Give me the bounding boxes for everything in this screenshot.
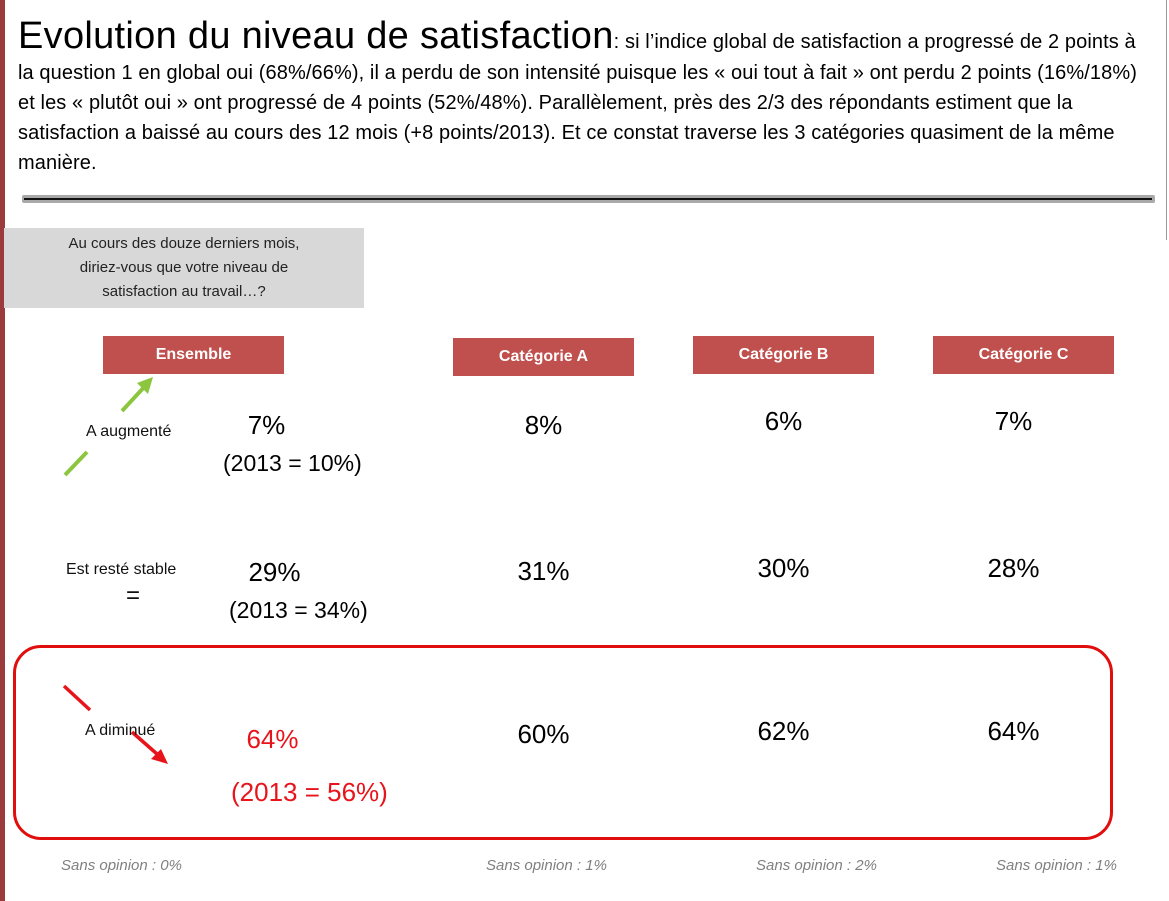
question-line-2: diriez-vous que votre niveau de [79, 259, 289, 276]
column-header-categorie-a: Catégorie A [453, 338, 634, 376]
cat-c-value-diminue: 64% [987, 716, 1040, 746]
cat-a-value-diminue: 60% [517, 719, 570, 749]
cat-a-value-augmente: 8% [524, 410, 563, 440]
ensemble-value-diminue: 64% [246, 724, 299, 754]
arrow-down-right-icon [62, 684, 168, 764]
sans-opinion-categorie-c: Sans opinion : 1% [996, 857, 1117, 874]
question-box: Au cours des douze derniers mois, diriez… [4, 228, 364, 308]
ensemble-2013-diminue: (2013 = 56%) [231, 777, 388, 807]
ensemble-value-stable: 29% [248, 557, 301, 587]
ensemble-2013-augmente: (2013 = 10%) [223, 450, 362, 476]
equals-icon: = [126, 582, 141, 609]
row-label-diminue: A diminué [85, 722, 156, 739]
column-header-categorie-b: Catégorie B [693, 336, 874, 374]
left-accent-strip [0, 0, 5, 901]
row-label-stable: Est resté stable [66, 561, 177, 578]
column-header-ensemble: Ensemble [103, 336, 284, 374]
ensemble-2013-stable: (2013 = 34%) [229, 597, 368, 623]
highlight-box-diminue [13, 645, 1113, 840]
sans-opinion-ensemble: Sans opinion : 0% [61, 857, 182, 874]
question-line-3: satisfaction au travail…? [102, 283, 266, 300]
intro-text: : si l’indice global de satisfaction a p… [18, 31, 1137, 174]
row-label-augmente: A augmenté [86, 423, 172, 440]
cat-b-value-diminue: 62% [757, 716, 810, 746]
cat-b-value-stable: 30% [757, 553, 810, 583]
section-divider [22, 195, 1155, 203]
cat-a-value-stable: 31% [517, 556, 570, 586]
ensemble-value-augmente: 7% [247, 410, 286, 440]
cat-b-value-augmente: 6% [764, 406, 803, 436]
right-edge-line [1166, 0, 1167, 240]
page-title: Evolution du niveau de satisfaction [18, 15, 614, 57]
cat-c-value-augmente: 7% [994, 406, 1033, 436]
intro-paragraph: Evolution du niveau de satisfaction: si … [18, 14, 1153, 178]
column-header-categorie-c: Catégorie C [933, 336, 1114, 374]
cat-c-value-stable: 28% [987, 553, 1040, 583]
sans-opinion-categorie-b: Sans opinion : 2% [756, 857, 877, 874]
question-line-1: Au cours des douze derniers mois, [68, 235, 300, 252]
sans-opinion-categorie-a: Sans opinion : 1% [486, 857, 607, 874]
arrow-up-right-icon [63, 377, 153, 477]
